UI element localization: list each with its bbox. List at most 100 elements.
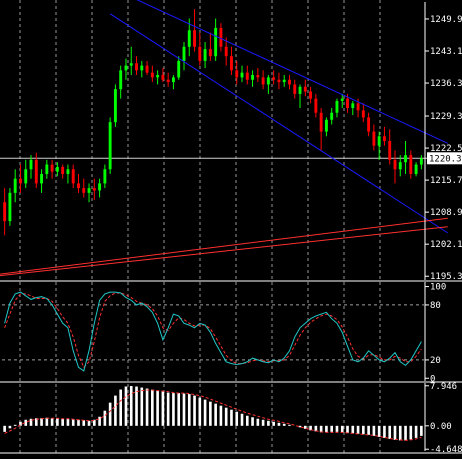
candle-body [388, 141, 392, 160]
candle-body [214, 27, 218, 57]
candle-body [87, 188, 91, 193]
candle-body [34, 159, 38, 184]
candle-body [277, 79, 281, 83]
candle-body [261, 77, 265, 85]
price-tick-label: 1243.10 [430, 47, 462, 57]
price-tick-label: 1202.10 [430, 240, 462, 250]
candle-body [266, 77, 270, 85]
osma-tick-label: 7.946 [430, 382, 457, 392]
candle-body [382, 136, 386, 141]
price-tick-label: 1208.90 [430, 208, 462, 218]
candle-body [182, 46, 186, 61]
stoch-tick-label: 100 [430, 283, 446, 293]
candle-body [3, 202, 7, 222]
candle-body [8, 192, 12, 222]
candle-body [150, 72, 154, 78]
candle-body [113, 89, 117, 123]
candle-body [108, 122, 112, 170]
candle-body [219, 27, 223, 47]
candle-body [55, 166, 59, 172]
candle-body [245, 72, 249, 80]
candle-body [372, 131, 376, 146]
osma-signal-line [4, 389, 422, 441]
candle-body [140, 65, 144, 71]
current-price-label: 1220.33 [429, 154, 462, 164]
osma-tick-label: -4.648 [430, 445, 462, 455]
channel-lower-line [109, 13, 449, 234]
candle-body [161, 75, 165, 80]
candle-body [240, 72, 244, 78]
candle-body [367, 117, 371, 132]
candle-body [298, 86, 302, 94]
candle-body [187, 30, 191, 47]
current-price-box [427, 152, 462, 165]
candle-body [124, 65, 128, 71]
candle-body [135, 63, 138, 71]
candle-body [256, 75, 260, 78]
price-tick-label: 1215.70 [430, 176, 462, 186]
candle-body [324, 119, 328, 132]
price-tick-label: 1249.90 [430, 15, 462, 25]
candle-body [346, 98, 349, 109]
candle-body [145, 65, 149, 73]
channel-upper-line [136, 0, 448, 144]
candle-body [177, 60, 181, 78]
candle-body [314, 98, 318, 113]
trendline-lower [0, 226, 448, 277]
candle-body [230, 56, 233, 71]
osma-axis: 7.946 0.00 -4.648 [424, 382, 462, 455]
price-tick-label: 1236.30 [430, 79, 462, 89]
candle-body [171, 77, 175, 83]
candle-body [198, 46, 202, 61]
candle-body [19, 178, 22, 184]
candle-body [103, 169, 107, 184]
panel-borders [0, 280, 462, 454]
candle-body [361, 110, 365, 118]
candle-body [398, 162, 402, 170]
candle-body [61, 166, 65, 174]
candle-body [330, 112, 334, 120]
candle-body [351, 103, 355, 109]
price-axis: 1249.90 1243.10 1236.30 1229.30 1222.50 1215.… [424, 2, 462, 282]
osma-tick-label: 0.00 [430, 422, 452, 432]
candle-body [414, 164, 418, 174]
candle-body [404, 155, 407, 163]
candle-body [50, 164, 54, 172]
candle-body [82, 188, 86, 193]
candle-body [288, 79, 291, 85]
stoch-tick-label: 20 [430, 356, 441, 366]
candle-body [24, 169, 28, 184]
candle-body [335, 100, 339, 113]
candle-body [393, 159, 397, 170]
candle-body [319, 112, 323, 132]
candle-body [193, 30, 196, 47]
vertical-grid [19, 0, 381, 455]
price-panel[interactable] [0, 0, 449, 277]
candle-body [303, 86, 307, 92]
candle-body [208, 49, 212, 57]
osma-panel[interactable] [3, 386, 423, 441]
stochastic-panel[interactable] [2, 291, 424, 372]
candle-body [156, 75, 160, 78]
price-tick-label: 1229.30 [430, 112, 462, 122]
candle-body [129, 63, 133, 66]
candle-body [356, 103, 360, 111]
candle-body [29, 159, 33, 170]
candle-body [119, 70, 123, 90]
candle-body [203, 49, 207, 61]
candle-body [71, 169, 75, 184]
candle-body [282, 79, 286, 83]
candle-body [377, 136, 381, 146]
candle-body [409, 155, 413, 174]
candle-body [224, 46, 228, 57]
candle-body [293, 84, 297, 94]
price-tick-label: 1222.50 [430, 144, 462, 154]
candle-body [45, 164, 49, 174]
candle-body [419, 158, 423, 165]
price-tick-label: 1195.30 [430, 272, 462, 282]
candle-body [66, 169, 70, 174]
trendline-upper [0, 217, 448, 275]
candle-body [166, 79, 170, 83]
candle-body [235, 70, 239, 78]
